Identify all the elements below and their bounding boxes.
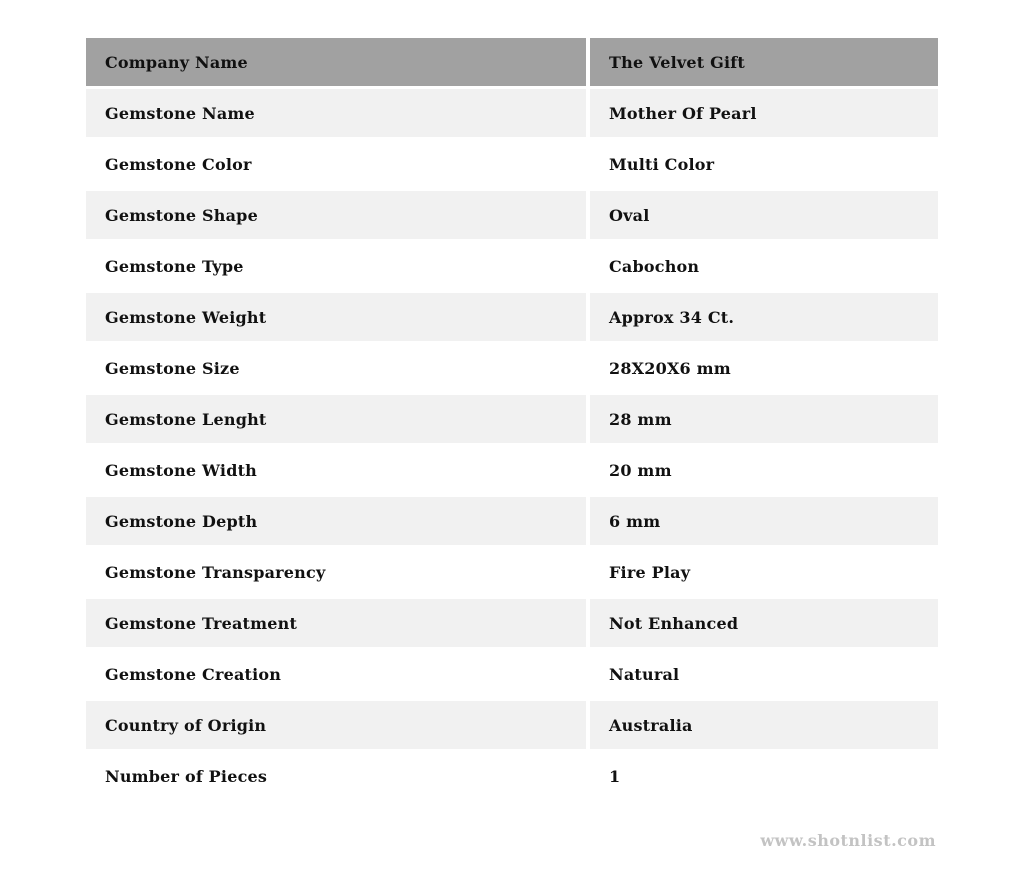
row-label-cell: Gemstone Type <box>86 242 586 290</box>
table-row: Gemstone Name Mother Of Pearl <box>86 89 938 137</box>
row-label-cell: Gemstone Color <box>86 140 586 188</box>
row-value-cell: Not Enhanced <box>590 599 938 647</box>
row-label-cell: Gemstone Name <box>86 89 586 137</box>
row-label-cell: Gemstone Depth <box>86 497 586 545</box>
table-row: Gemstone Treatment Not Enhanced <box>86 599 938 647</box>
row-label-cell: Gemstone Size <box>86 344 586 392</box>
watermark: www.shotnlist.com <box>760 831 936 850</box>
table-row: Gemstone Creation Natural <box>86 650 938 698</box>
row-value-cell: Mother Of Pearl <box>590 89 938 137</box>
table-row: Gemstone Width 20 mm <box>86 446 938 494</box>
table-header: Company Name The Velvet Gift <box>86 38 938 86</box>
row-label-cell: Number of Pieces <box>86 752 586 800</box>
gemstone-spec-table-container: Company Name The Velvet Gift Gemstone Na… <box>82 35 942 803</box>
row-label-cell: Gemstone Treatment <box>86 599 586 647</box>
header-value-cell: The Velvet Gift <box>590 38 938 86</box>
row-value-cell: Fire Play <box>590 548 938 596</box>
row-label-cell: Gemstone Lenght <box>86 395 586 443</box>
row-value-cell: Oval <box>590 191 938 239</box>
row-label-cell: Gemstone Creation <box>86 650 586 698</box>
table-row: Gemstone Shape Oval <box>86 191 938 239</box>
table-row: Gemstone Color Multi Color <box>86 140 938 188</box>
header-label-cell: Company Name <box>86 38 586 86</box>
table-row: Gemstone Type Cabochon <box>86 242 938 290</box>
row-value-cell: Multi Color <box>590 140 938 188</box>
row-value-cell: 28X20X6 mm <box>590 344 938 392</box>
gemstone-spec-table: Company Name The Velvet Gift Gemstone Na… <box>82 35 942 803</box>
row-label-cell: Gemstone Shape <box>86 191 586 239</box>
table-row: Gemstone Transparency Fire Play <box>86 548 938 596</box>
row-value-cell: Approx 34 Ct. <box>590 293 938 341</box>
table-row: Number of Pieces 1 <box>86 752 938 800</box>
table-row: Gemstone Lenght 28 mm <box>86 395 938 443</box>
row-label-cell: Country of Origin <box>86 701 586 749</box>
table-row: Gemstone Weight Approx 34 Ct. <box>86 293 938 341</box>
table-row: Country of Origin Australia <box>86 701 938 749</box>
row-value-cell: 28 mm <box>590 395 938 443</box>
table-body: Gemstone Name Mother Of Pearl Gemstone C… <box>86 89 938 800</box>
row-label-cell: Gemstone Width <box>86 446 586 494</box>
table-row: Gemstone Size 28X20X6 mm <box>86 344 938 392</box>
row-value-cell: Cabochon <box>590 242 938 290</box>
row-value-cell: 20 mm <box>590 446 938 494</box>
row-label-cell: Gemstone Transparency <box>86 548 586 596</box>
row-value-cell: Natural <box>590 650 938 698</box>
row-value-cell: Australia <box>590 701 938 749</box>
row-value-cell: 6 mm <box>590 497 938 545</box>
row-label-cell: Gemstone Weight <box>86 293 586 341</box>
row-value-cell: 1 <box>590 752 938 800</box>
table-row: Gemstone Depth 6 mm <box>86 497 938 545</box>
table-header-row: Company Name The Velvet Gift <box>86 38 938 86</box>
